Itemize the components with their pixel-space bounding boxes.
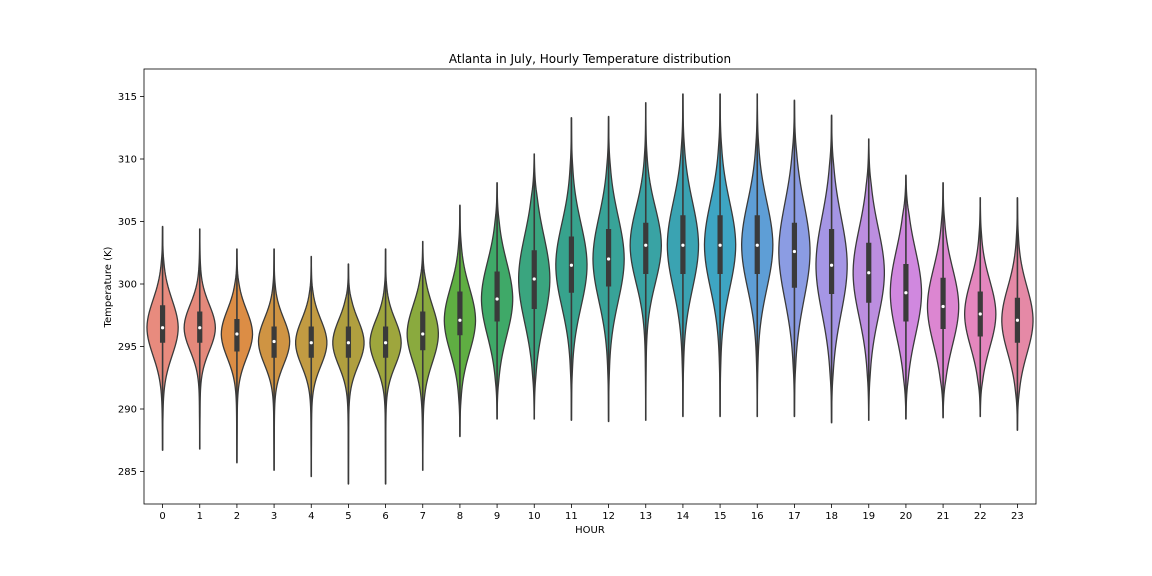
x-tick-label: 7: [420, 511, 426, 522]
violin-median-dot: [941, 304, 945, 309]
violin-median-dot: [978, 312, 982, 316]
x-tick-label: 16: [751, 511, 764, 522]
x-tick-label: 15: [714, 511, 727, 522]
violin-median-dot: [458, 318, 462, 322]
plot-frame: [143, 68, 1037, 505]
y-axis: 285 290 295 300 305 310 315: [118, 92, 144, 478]
violin-median-dot: [272, 339, 276, 344]
x-tick-label: 1: [197, 511, 203, 522]
violin-iqr-box: [940, 277, 946, 329]
violin-median-dot: [495, 297, 499, 301]
y-tick-label: 295: [118, 342, 137, 353]
x-tick-label: 9: [494, 511, 500, 522]
violin-median-dot: [346, 341, 351, 345]
violin-median-dot: [235, 332, 239, 336]
violin-iqr-box: [494, 271, 500, 322]
violin-iqr-box: [791, 222, 798, 288]
x-tick-label: 5: [345, 511, 351, 522]
violin-median-dot: [867, 271, 871, 275]
x-tick-label: 22: [974, 511, 987, 522]
violin-median-dot: [198, 326, 202, 330]
violin-group: [146, 93, 1034, 485]
violin-iqr-box: [457, 291, 463, 336]
y-tick-label: 315: [118, 92, 137, 103]
x-tick-label: 20: [900, 511, 913, 522]
violin-median-dot: [160, 326, 165, 330]
violin-median-dot: [755, 243, 759, 247]
x-tick-label: 12: [602, 511, 615, 522]
x-axis-title: HOUR: [575, 525, 605, 536]
violin-iqr-box: [159, 305, 166, 343]
x-tick-label: 10: [528, 511, 541, 522]
violin-median-dot: [383, 341, 388, 345]
violin-iqr-box: [643, 222, 649, 274]
violin-median-dot: [309, 341, 313, 345]
x-tick-label: 4: [308, 511, 314, 522]
x-tick-label: 18: [825, 511, 838, 522]
x-tick-label: 21: [937, 511, 950, 522]
x-tick-label: 3: [271, 511, 277, 522]
y-tick-label: 285: [118, 467, 137, 478]
x-tick-label: 14: [677, 511, 690, 522]
violin-median-dot: [569, 263, 574, 267]
x-tick-label: 6: [382, 511, 388, 522]
x-tick-label: 23: [1011, 511, 1024, 522]
y-tick-label: 305: [118, 217, 137, 228]
chart-title: Atlanta in July, Hourly Temperature dist…: [449, 52, 731, 66]
y-tick-label: 300: [118, 280, 137, 291]
y-tick-label: 290: [118, 405, 137, 416]
x-tick-label: 8: [457, 511, 463, 522]
violin-iqr-box: [420, 311, 426, 351]
violin-median-dot: [644, 243, 648, 247]
violin-median-dot: [904, 291, 908, 295]
violin-median-dot: [421, 332, 425, 336]
violin-median-dot: [681, 243, 685, 247]
violin-median-dot: [829, 263, 834, 267]
x-tick-label: 13: [639, 511, 652, 522]
x-axis: 0 1 2 3 4 5 6 7 8 9 10 11 12 13 14 15 16 17 18 19 20 21 22 23: [159, 504, 1024, 522]
violin-median-dot: [532, 277, 536, 281]
x-tick-label: 19: [862, 511, 875, 522]
x-tick-label: 11: [565, 511, 578, 522]
violin-median-dot: [1015, 318, 1020, 322]
x-tick-label: 17: [788, 511, 801, 522]
y-axis-title: Temperature (K): [103, 246, 114, 328]
violin-median-dot: [718, 243, 722, 247]
violin-iqr-box: [828, 229, 835, 294]
violin-median-dot: [792, 249, 797, 254]
x-tick-label: 0: [159, 511, 165, 522]
x-tick-label: 2: [234, 511, 240, 522]
violin-median-dot: [606, 257, 611, 261]
y-tick-label: 310: [118, 155, 137, 166]
